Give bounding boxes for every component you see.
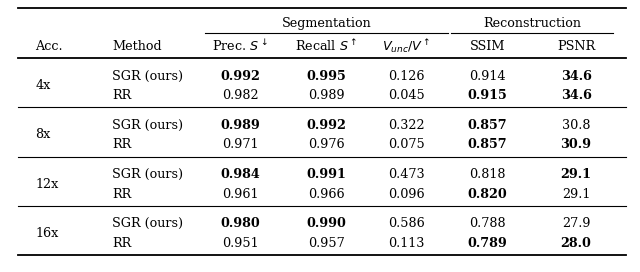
Text: Prec. $S^{\downarrow}$: Prec. $S^{\downarrow}$: [212, 38, 268, 54]
Text: 0.322: 0.322: [388, 119, 425, 132]
Text: 16x: 16x: [35, 227, 59, 240]
Text: 34.6: 34.6: [561, 70, 591, 83]
Text: 0.991: 0.991: [307, 168, 346, 181]
Text: 0.951: 0.951: [221, 237, 259, 250]
Text: 0.818: 0.818: [469, 168, 506, 181]
Text: 27.9: 27.9: [562, 217, 590, 230]
Text: RR: RR: [112, 237, 131, 250]
Text: 0.957: 0.957: [308, 237, 345, 250]
Text: 0.914: 0.914: [469, 70, 506, 83]
Text: Acc.: Acc.: [35, 40, 63, 53]
Text: 0.857: 0.857: [468, 138, 508, 151]
Text: 0.857: 0.857: [468, 119, 508, 132]
Text: 0.820: 0.820: [468, 188, 508, 201]
Text: RR: RR: [112, 89, 131, 102]
Text: 0.989: 0.989: [220, 119, 260, 132]
Text: 0.982: 0.982: [221, 89, 259, 102]
Text: 12x: 12x: [35, 178, 59, 191]
Text: SGR (ours): SGR (ours): [112, 217, 183, 230]
Text: 0.966: 0.966: [308, 188, 345, 201]
Text: 0.989: 0.989: [308, 89, 345, 102]
Text: Segmentation: Segmentation: [282, 17, 371, 30]
Text: 0.976: 0.976: [308, 138, 345, 151]
Text: RR: RR: [112, 188, 131, 201]
Text: SGR (ours): SGR (ours): [112, 168, 183, 181]
Text: Reconstruction: Reconstruction: [483, 17, 581, 30]
Text: SGR (ours): SGR (ours): [112, 70, 183, 83]
Text: RR: RR: [112, 138, 131, 151]
Text: $V_{unc}/V^{\uparrow}$: $V_{unc}/V^{\uparrow}$: [382, 37, 431, 55]
Text: 0.980: 0.980: [220, 217, 260, 230]
Text: 0.586: 0.586: [388, 217, 425, 230]
Text: 0.788: 0.788: [469, 217, 506, 230]
Text: 4x: 4x: [35, 79, 51, 92]
Text: 0.984: 0.984: [220, 168, 260, 181]
Text: 0.789: 0.789: [468, 237, 508, 250]
Text: 0.113: 0.113: [388, 237, 424, 250]
Text: 0.971: 0.971: [221, 138, 259, 151]
Text: 0.995: 0.995: [307, 70, 346, 83]
Text: 30.8: 30.8: [562, 119, 590, 132]
Text: 28.0: 28.0: [561, 237, 591, 250]
Text: PSNR: PSNR: [557, 40, 595, 53]
Text: SSIM: SSIM: [470, 40, 506, 53]
Text: Recall $S^{\uparrow}$: Recall $S^{\uparrow}$: [295, 38, 358, 54]
Text: 0.992: 0.992: [307, 119, 346, 132]
Text: 29.1: 29.1: [562, 188, 590, 201]
Text: 29.1: 29.1: [561, 168, 591, 181]
Text: 0.915: 0.915: [468, 89, 508, 102]
Text: 0.075: 0.075: [388, 138, 425, 151]
Text: Method: Method: [112, 40, 162, 53]
Text: 0.961: 0.961: [221, 188, 259, 201]
Text: 0.992: 0.992: [220, 70, 260, 83]
Text: 8x: 8x: [35, 128, 51, 141]
Text: SGR (ours): SGR (ours): [112, 119, 183, 132]
Text: 34.6: 34.6: [561, 89, 591, 102]
Text: 0.096: 0.096: [388, 188, 425, 201]
Text: 30.9: 30.9: [561, 138, 591, 151]
Text: 0.990: 0.990: [307, 217, 346, 230]
Text: 0.473: 0.473: [388, 168, 425, 181]
Text: 0.045: 0.045: [388, 89, 425, 102]
Text: 0.126: 0.126: [388, 70, 425, 83]
